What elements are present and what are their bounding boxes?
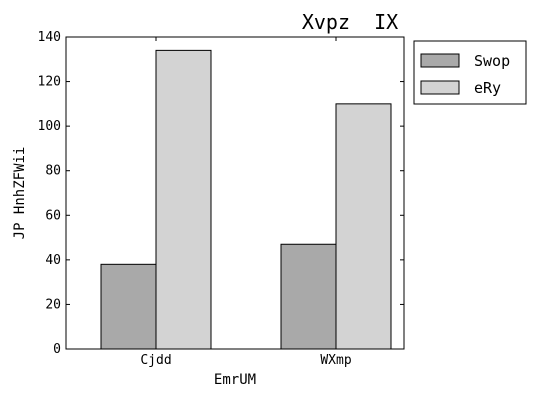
y-tick-label-140: 140 — [38, 30, 61, 45]
chart-title: Xvpz IX — [302, 10, 398, 34]
y-tick-label-80: 80 — [45, 164, 61, 179]
bar-ery-wxmp — [335, 103, 392, 350]
x-axis: Cjdd WXmp — [140, 37, 352, 368]
bars-group — [100, 49, 392, 350]
x-tick-label-cjdd: Cjdd — [140, 353, 171, 368]
legend-label-swop: Swop — [474, 52, 510, 70]
y-tick-label-60: 60 — [45, 208, 61, 223]
y-tick-label-40: 40 — [45, 253, 61, 268]
bar-swop-wxmp — [280, 243, 337, 350]
y-axis-title: JP HnhZFWii — [12, 147, 28, 240]
y-tick-label-20: 20 — [45, 297, 61, 312]
legend-box — [413, 40, 527, 105]
x-axis-title: EmrUM — [214, 372, 256, 388]
legend-swatch-swop — [420, 53, 460, 68]
plot-frame — [65, 36, 405, 350]
legend-label-ery: eRy — [474, 79, 501, 97]
y-axis: 0 20 40 60 80 100 120 140 — [38, 30, 404, 357]
y-tick-label-100: 100 — [38, 119, 61, 134]
bar-ery-cjdd — [155, 49, 212, 350]
bar-swop-cjdd — [100, 263, 157, 350]
y-tick-label-120: 120 — [38, 75, 61, 90]
legend-swatch-ery — [420, 80, 460, 95]
x-tick-label-wxmp: WXmp — [320, 353, 351, 368]
legend: Swop eRy — [413, 40, 527, 105]
y-tick-label-0: 0 — [53, 342, 61, 357]
